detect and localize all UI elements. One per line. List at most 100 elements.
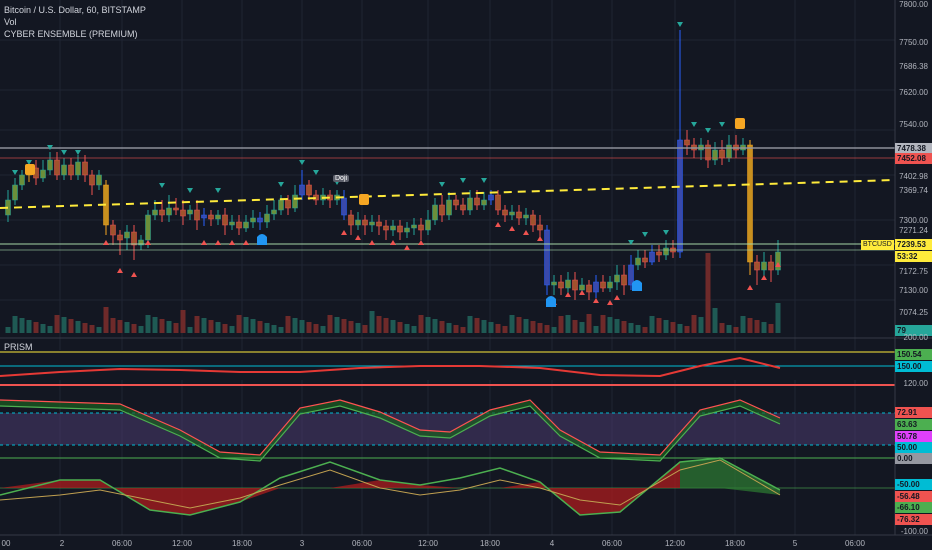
price-axis-label: 7452.08 [895, 153, 932, 164]
volume-bar [530, 321, 536, 333]
price-axis-label: 200.00 [903, 333, 928, 342]
candle [222, 208, 228, 235]
buy-marker [117, 268, 123, 273]
volume-bar [264, 323, 270, 333]
candle [747, 140, 753, 275]
candle [775, 240, 781, 275]
buy-signal-badge [257, 234, 267, 245]
volume-bar [628, 323, 634, 333]
price-axis-label: 7478.38 [895, 143, 932, 154]
buy-marker [369, 240, 375, 245]
sell-marker [628, 240, 634, 245]
volume-bar [327, 315, 333, 333]
volume-bar [208, 320, 214, 333]
sell-marker [705, 128, 711, 133]
candle [593, 275, 599, 298]
volume-bar [600, 315, 606, 333]
buy-marker [537, 236, 543, 241]
price-axis-label: 7300.00 [899, 216, 928, 225]
candle [306, 180, 312, 200]
volume-bar [474, 318, 480, 333]
volume-bar [747, 318, 753, 333]
candle [397, 220, 403, 240]
volume-bar [117, 320, 123, 333]
volume-bar [558, 316, 564, 333]
volume-legend[interactable]: Vol [4, 17, 17, 27]
candle [768, 255, 774, 282]
candle [208, 210, 214, 226]
candle [523, 208, 529, 225]
candle [740, 138, 746, 155]
candle [502, 205, 508, 222]
volume-bar [397, 322, 403, 333]
candle [628, 255, 634, 290]
time-axis-label: 18:00 [724, 539, 746, 548]
buy-signal-badge [632, 280, 642, 291]
volume-bar [348, 321, 354, 333]
volume-bar [516, 317, 522, 333]
chart-title[interactable]: Bitcoin / U.S. Dollar, 60, BITSTAMP [4, 5, 146, 15]
volume-bar [110, 318, 116, 333]
volume-bar [390, 320, 396, 333]
volume-bar [166, 321, 172, 333]
candle [565, 272, 571, 295]
time-axis-label: 12:00 [171, 539, 193, 548]
volume-bar [82, 323, 88, 333]
candle [495, 190, 501, 215]
candle [614, 265, 620, 290]
price-axis-label: 7800.00 [899, 0, 928, 9]
candle [677, 30, 683, 258]
volume-bar [187, 327, 193, 333]
candle [327, 190, 333, 208]
buy-marker [761, 275, 767, 280]
volume-bar [719, 323, 725, 333]
candle [75, 155, 81, 180]
time-axis-label: 2 [59, 539, 65, 548]
volume-bar [131, 324, 137, 333]
candle [159, 200, 165, 222]
price-axis-label: 7369.74 [899, 186, 928, 195]
volume-bar [362, 325, 368, 333]
volume-bar [642, 327, 648, 333]
time-axis-label: 06:00 [844, 539, 866, 548]
candle [712, 142, 718, 165]
candle [229, 215, 235, 230]
buy-marker [495, 222, 501, 227]
volume-bar [663, 320, 669, 333]
candle [285, 195, 291, 215]
volume-bar [446, 323, 452, 333]
candle [537, 215, 543, 240]
volume-bar [404, 324, 410, 333]
price-axis-label: 7620.00 [899, 88, 928, 97]
time-axis-label: 00 [1, 539, 11, 548]
time-axis-label: 12:00 [417, 539, 439, 548]
candle [656, 245, 662, 262]
doji-label: Doji [333, 175, 350, 182]
candle [383, 220, 389, 240]
buy-marker [243, 240, 249, 245]
indicator-legend[interactable]: CYBER ENSEMBLE (PREMIUM) [4, 29, 138, 39]
candle [320, 188, 326, 205]
volume-bar [33, 322, 39, 333]
buy-marker [103, 240, 109, 245]
candle [705, 140, 711, 168]
volume-bar [138, 326, 144, 333]
candle [418, 218, 424, 240]
buy-marker [355, 235, 361, 240]
volume-bar [103, 307, 109, 333]
volume-bar [425, 317, 431, 333]
volume-bar [495, 324, 501, 333]
sell-marker [313, 170, 319, 175]
volume-bar [194, 316, 200, 333]
buy-marker [523, 230, 529, 235]
candle [572, 272, 578, 300]
prism-legend[interactable]: PRISM [4, 342, 33, 352]
volume-bar [89, 325, 95, 333]
price-axis-label: 79 [895, 325, 932, 336]
grid [0, 0, 895, 535]
trend-line[interactable] [0, 179, 896, 209]
candle [733, 135, 739, 158]
candle [54, 152, 60, 180]
volume-bar [761, 322, 767, 333]
